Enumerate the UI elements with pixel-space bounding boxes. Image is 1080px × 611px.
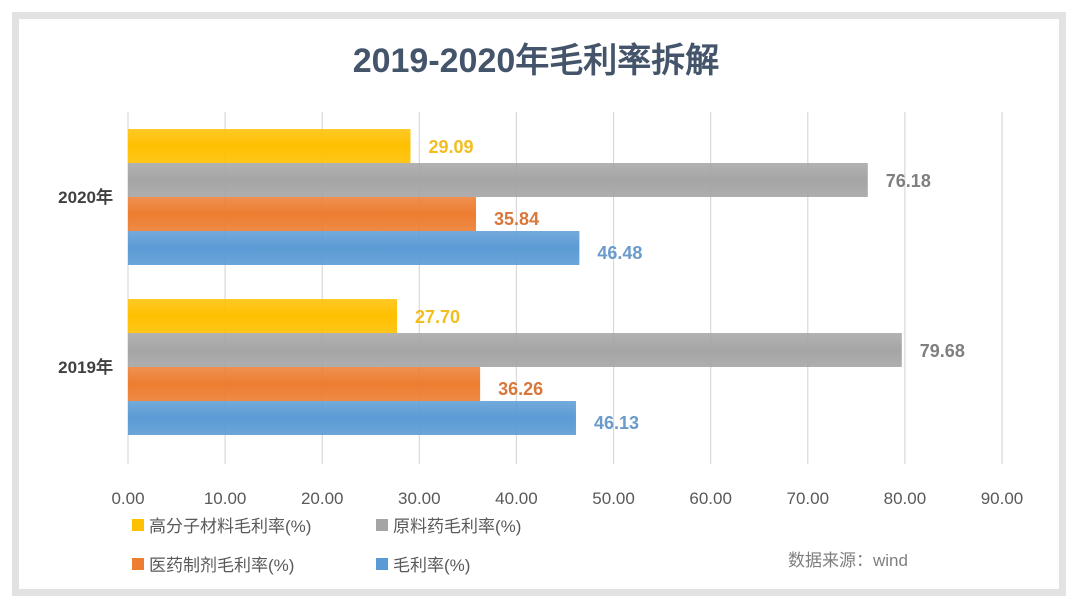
data-label: 79.68 xyxy=(920,341,965,361)
bar xyxy=(128,163,868,197)
x-tick-label: 20.00 xyxy=(301,489,344,508)
x-tick-label: 0.00 xyxy=(111,489,144,508)
x-tick-label: 40.00 xyxy=(495,489,538,508)
data-label: 29.09 xyxy=(428,137,473,157)
data-label: 36.26 xyxy=(498,379,543,399)
legend-swatch xyxy=(376,557,388,570)
x-tick-label: 10.00 xyxy=(204,489,247,508)
legend-item-formulation: 医药制剂毛利率(%) xyxy=(132,551,294,576)
bar xyxy=(128,299,397,333)
legend-swatch xyxy=(132,557,144,570)
legend-item-gross-margin: 毛利率(%) xyxy=(376,551,470,576)
data-source: 数据来源：wind xyxy=(788,551,908,570)
x-tick-label: 60.00 xyxy=(689,489,732,508)
legend-label: 医药制剂毛利率(%) xyxy=(149,556,295,575)
x-tick-label: 80.00 xyxy=(884,489,927,508)
chart-title: 2019-2020年毛利率拆解 xyxy=(353,42,720,80)
bar xyxy=(128,401,576,435)
legend-label: 高分子材料毛利率(%) xyxy=(149,517,312,536)
legend-swatch xyxy=(376,518,388,531)
legend-item-api: 原料药毛利率(%) xyxy=(376,512,521,537)
legend-label: 原料药毛利率(%) xyxy=(393,517,522,536)
legend-label: 毛利率(%) xyxy=(393,556,471,575)
data-label: 46.48 xyxy=(597,243,642,263)
data-label: 27.70 xyxy=(415,307,460,327)
bar xyxy=(128,333,902,367)
category-label: 2020年 xyxy=(58,187,113,207)
legend-item-polymer: 高分子材料毛利率(%) xyxy=(132,512,311,537)
data-label: 46.13 xyxy=(594,413,639,433)
x-tick-label: 70.00 xyxy=(787,489,830,508)
x-tick-label: 50.00 xyxy=(592,489,635,508)
bar xyxy=(128,367,481,401)
x-tick-label: 90.00 xyxy=(981,489,1024,508)
bar xyxy=(128,197,477,231)
data-label: 35.84 xyxy=(494,209,539,229)
data-label: 76.18 xyxy=(886,171,931,191)
bar xyxy=(128,129,411,163)
legend-swatch xyxy=(132,518,144,531)
x-tick-label: 30.00 xyxy=(398,489,441,508)
category-label: 2019年 xyxy=(58,357,113,377)
bar xyxy=(128,231,580,265)
